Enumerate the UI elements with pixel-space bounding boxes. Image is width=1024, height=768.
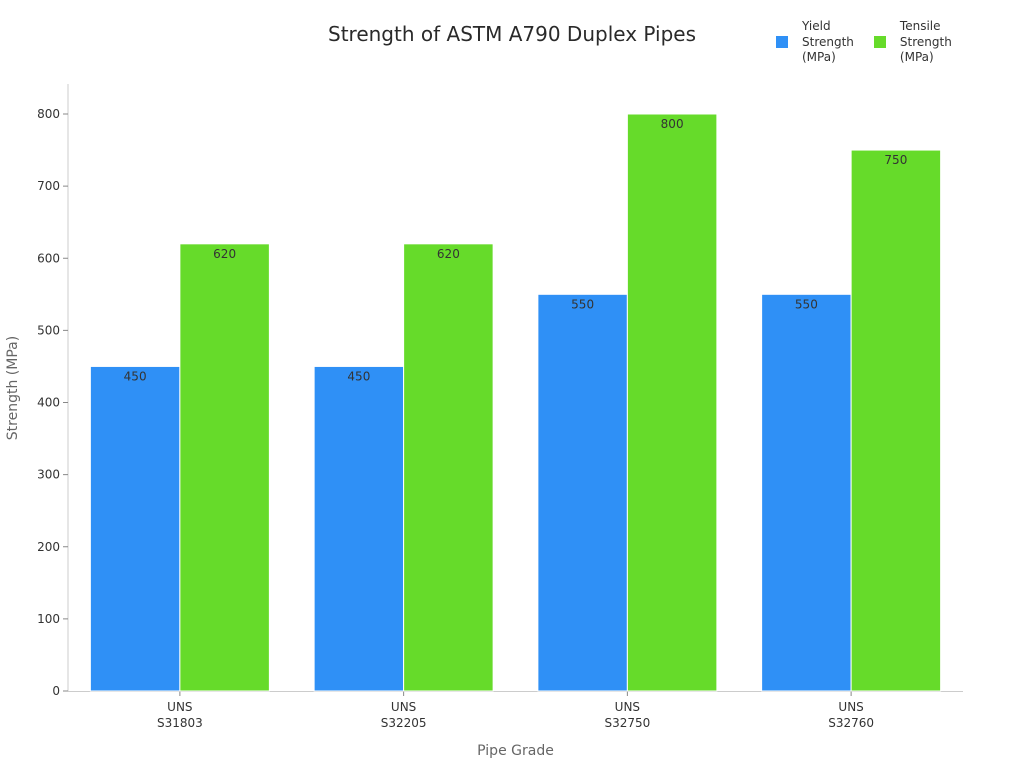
legend-label-tensile: Tensile Strength (MPa) [899, 19, 952, 64]
bar-tensile[interactable] [626, 113, 718, 692]
bar-value-label: 620 [213, 247, 236, 261]
x-tick-label: S32750 [604, 716, 650, 730]
x-tick-label: S32205 [381, 716, 427, 730]
bar-value-label: 550 [795, 297, 818, 311]
bar-yield[interactable] [761, 293, 852, 692]
bar-value-label: 750 [884, 153, 907, 167]
y-tick-label: 400 [37, 396, 60, 410]
bar-yield[interactable] [537, 293, 628, 692]
bar-value-label: 450 [347, 369, 370, 383]
x-tick-label: UNS [167, 700, 192, 714]
chart-title: Strength of ASTM A790 Duplex Pipes [0, 22, 1024, 46]
legend-swatch-tensile [873, 36, 886, 48]
bar-value-label: 800 [661, 117, 684, 131]
bar-tensile[interactable] [179, 243, 270, 692]
legend-label-yield: Yield Strength (MPa) [802, 19, 854, 64]
x-tick-label: UNS [838, 700, 863, 714]
x-tick-label: S31803 [157, 716, 203, 730]
bar-value-label: 450 [124, 369, 147, 383]
y-tick-label: 200 [37, 540, 60, 554]
legend-item-tensile[interactable]: Tensile Strength (MPa) [873, 19, 952, 66]
bar-value-label: 550 [571, 297, 594, 311]
x-tick-label: UNS [615, 700, 640, 714]
bar-tensile[interactable] [403, 243, 494, 692]
y-tick-label: 600 [37, 251, 60, 265]
y-tick-label: 500 [37, 323, 60, 337]
x-tick-label: S32760 [828, 716, 874, 730]
y-tick-label: 100 [37, 612, 60, 626]
y-tick-label: 0 [52, 684, 60, 698]
legend-swatch-yield [776, 36, 788, 48]
bar-yield[interactable] [313, 365, 405, 692]
bars: 450 620 450 620 550 800 550 750 [89, 113, 942, 692]
legend-item-yield[interactable]: Yield Strength (MPa) [776, 19, 854, 66]
bar-tensile[interactable] [850, 149, 942, 692]
legend: Yield Strength (MPa) Tensile Strength (M… [776, 19, 952, 66]
y-tick-label: 800 [37, 107, 60, 121]
y-tick-label: 700 [37, 179, 60, 193]
x-axis-title: Pipe Grade [477, 743, 554, 759]
axis-labels: UNS S31803 UNS S32205 UNS S32750 UNS S32760 Pipe… [5, 336, 874, 759]
x-tick-label: UNS [391, 700, 416, 714]
bar-yield[interactable] [89, 365, 181, 692]
bar-value-label: 620 [437, 247, 460, 261]
chart-title-text: Strength of ASTM A790 Duplex Pipes [328, 22, 696, 46]
y-tick-label: 300 [37, 468, 60, 482]
y-axis-title: Strength (MPa) [5, 336, 21, 440]
